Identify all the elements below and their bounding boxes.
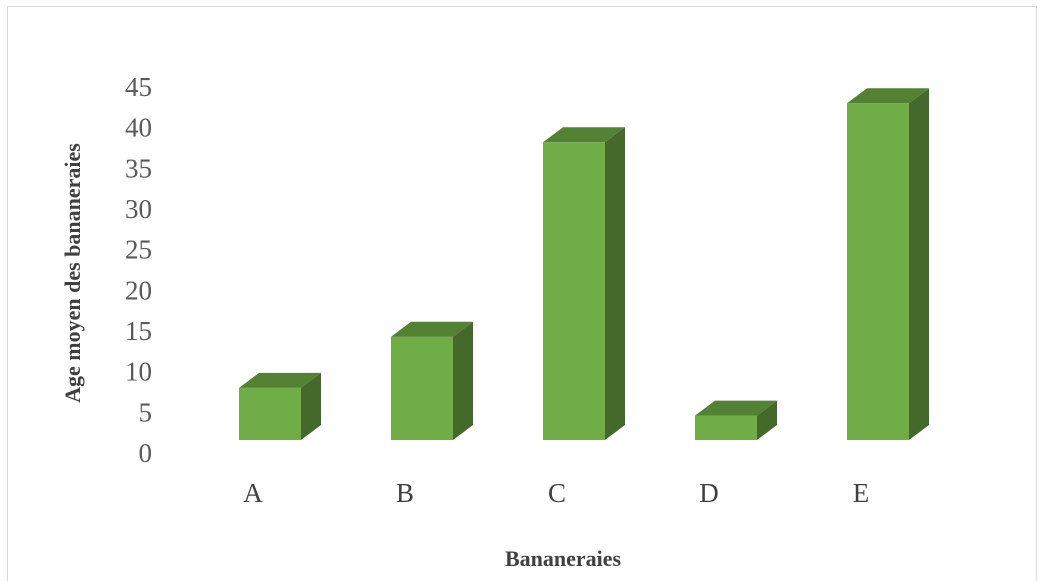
- bar-top: [239, 372, 321, 388]
- y-tick-label: 5: [139, 397, 153, 427]
- x-tick-labels: A B C D E: [243, 478, 869, 508]
- y-tick-label: 35: [125, 153, 152, 183]
- bar-side: [909, 88, 929, 441]
- bar-top: [391, 321, 473, 337]
- x-tick-label: E: [853, 478, 870, 508]
- bar-D: [695, 400, 777, 440]
- y-tick-labels: 0 5 10 15 20 25 30 35 40 45: [125, 72, 152, 468]
- y-axis-title: Age moyen des bananeraies: [60, 143, 85, 403]
- bar-side: [301, 372, 321, 440]
- x-tick-label: B: [396, 478, 414, 508]
- bar-front: [543, 142, 605, 440]
- bar-side: [453, 321, 473, 440]
- y-tick-label: 10: [125, 357, 152, 387]
- bar-front: [695, 415, 757, 440]
- bar-front: [847, 103, 909, 441]
- bar-front: [239, 387, 301, 440]
- y-tick-label: 15: [125, 316, 152, 346]
- y-tick-label: 0: [139, 438, 153, 468]
- bar-top: [543, 127, 625, 143]
- bars-group: [239, 88, 929, 441]
- y-tick-label: 45: [125, 72, 152, 102]
- bar-side: [605, 127, 625, 440]
- y-tick-label: 30: [125, 194, 152, 224]
- bar-B: [391, 321, 473, 440]
- x-tick-label: D: [699, 478, 719, 508]
- y-tick-label: 40: [125, 113, 152, 143]
- bar-top: [695, 400, 777, 416]
- bar-A: [239, 372, 321, 440]
- y-tick-label: 20: [125, 275, 152, 305]
- bar-front: [391, 336, 453, 440]
- bar-top: [847, 88, 929, 104]
- bar-C: [543, 127, 625, 440]
- bar-side: [757, 400, 777, 440]
- bar-E: [847, 88, 929, 441]
- y-tick-label: 25: [125, 235, 152, 265]
- x-tick-label: A: [243, 478, 263, 508]
- x-tick-label: C: [548, 478, 566, 508]
- x-axis-title: Bananeraies: [505, 546, 622, 571]
